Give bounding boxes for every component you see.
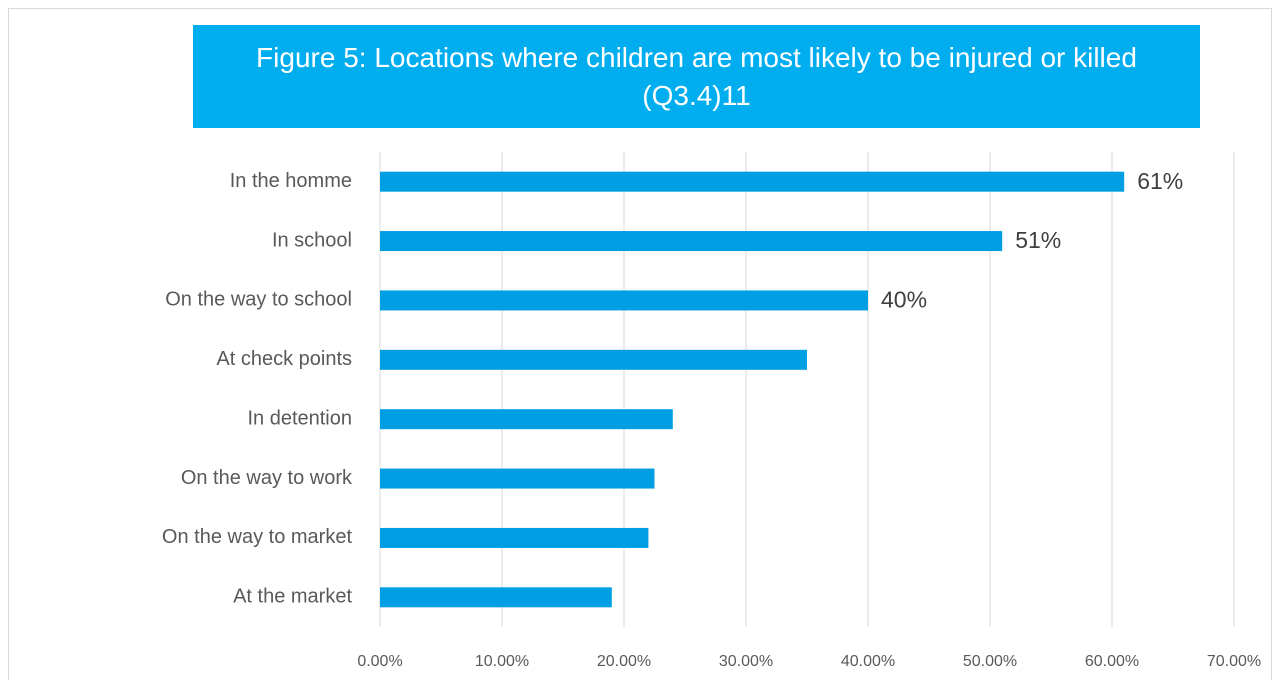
data-label: 61% [1137, 168, 1183, 194]
bar [380, 587, 612, 608]
x-tick-label: 50.00% [963, 653, 1017, 670]
data-label: 51% [1015, 227, 1061, 253]
chart-border [8, 8, 1272, 680]
category-label: In detention [247, 407, 352, 429]
x-tick-label: 10.00% [475, 653, 529, 670]
category-label: At check points [216, 348, 352, 370]
bar [380, 171, 1125, 192]
x-tick-label: 70.00% [1207, 653, 1261, 670]
bar [380, 409, 673, 430]
x-tick-label: 0.00% [357, 653, 402, 670]
bar [380, 468, 655, 489]
category-label: In the homme [230, 170, 352, 192]
data-label: 40% [881, 287, 927, 313]
x-tick-label: 30.00% [719, 653, 773, 670]
category-label: On the way to market [162, 526, 353, 548]
category-label: In school [272, 229, 352, 251]
bar [380, 290, 868, 311]
x-tick-label: 60.00% [1085, 653, 1139, 670]
chart-title: Figure 5: Locations where children are m… [193, 25, 1200, 128]
bar [380, 527, 649, 548]
x-tick-label: 40.00% [841, 653, 895, 670]
category-label: At the market [233, 586, 352, 608]
category-label: On the way to work [181, 467, 353, 489]
category-label: On the way to school [165, 289, 352, 311]
bar [380, 231, 1003, 252]
x-tick-label: 20.00% [597, 653, 651, 670]
bar [380, 349, 807, 370]
